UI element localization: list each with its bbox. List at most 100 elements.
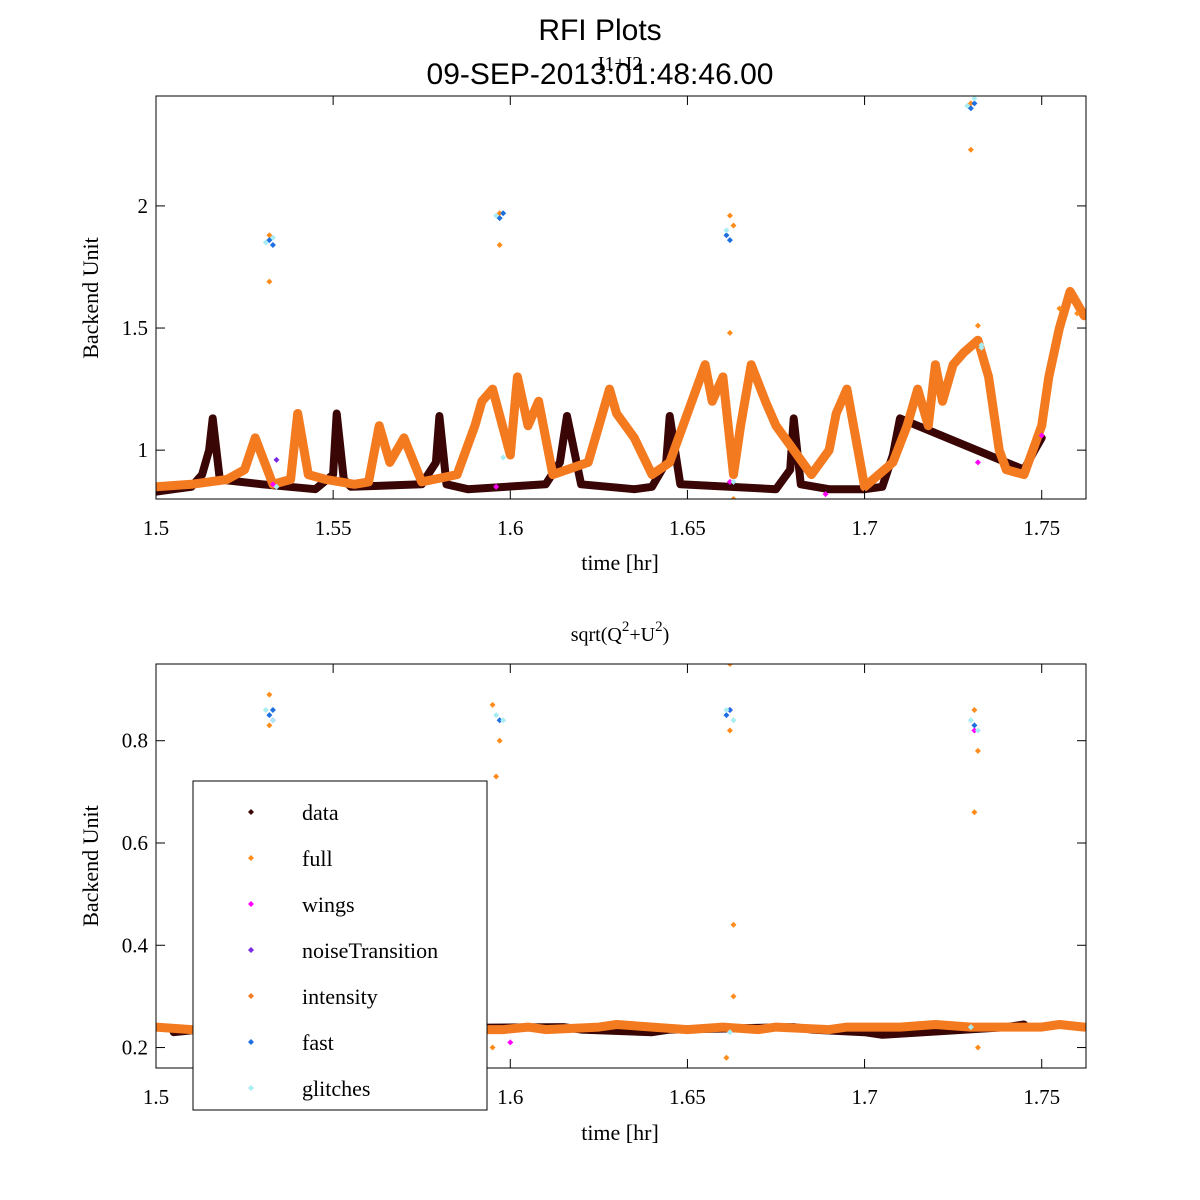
point-fast — [726, 707, 733, 714]
point-full — [1074, 310, 1081, 317]
point-intensity — [684, 410, 691, 417]
legend-box — [192, 780, 488, 1111]
point-full — [726, 212, 733, 219]
point-wings — [493, 483, 500, 490]
point-intensity — [684, 1026, 691, 1033]
series-fast — [266, 707, 978, 729]
point-data — [897, 415, 903, 422]
point-data — [879, 483, 886, 490]
point-intensity — [1067, 288, 1074, 295]
legend-entry: data — [248, 800, 339, 825]
point-glitches — [493, 212, 500, 219]
point-full — [489, 701, 496, 708]
bottom-title-part-b: +U — [629, 624, 655, 646]
ytick-label: 0.8 — [122, 729, 148, 753]
series-glitches — [262, 96, 985, 490]
point-full — [496, 737, 503, 744]
legend-label: glitches — [302, 1076, 370, 1101]
top-plot-area — [156, 96, 1086, 499]
point-intensity — [613, 1021, 620, 1028]
top-axes-frame — [155, 95, 1087, 500]
point-glitches — [500, 717, 507, 724]
point-wings — [726, 478, 733, 485]
point-wings — [1038, 432, 1045, 439]
point-intensity — [294, 410, 301, 417]
point-intensity — [188, 481, 195, 488]
series-intensity — [156, 286, 1086, 492]
point-intensity — [904, 422, 911, 429]
point-intensity — [471, 422, 478, 429]
legend-marker — [248, 1039, 254, 1045]
figure-title-line1: RFI Plots — [538, 14, 661, 47]
point-data — [206, 447, 213, 454]
point-fast — [496, 717, 503, 724]
point-intensity — [606, 386, 613, 393]
point-data — [790, 415, 797, 422]
point-intensity — [418, 478, 425, 485]
legend-marker — [248, 1085, 254, 1091]
point-full — [730, 993, 737, 1000]
point-intensity — [1081, 1024, 1086, 1031]
point-intensity — [489, 386, 496, 393]
point-glitches — [723, 227, 730, 234]
series-data — [156, 409, 1046, 496]
legend-marker — [248, 901, 254, 907]
point-intensity — [833, 410, 840, 417]
point-intensity — [1045, 373, 1052, 380]
legend-entry: intensity — [248, 984, 378, 1009]
point-glitches — [723, 707, 730, 714]
ytick-label: 2 — [138, 194, 149, 218]
legend-label: wings — [302, 892, 355, 917]
point-intensity — [156, 483, 159, 490]
xtick-label: 1.6 — [497, 516, 523, 540]
point-intensity — [939, 398, 946, 405]
legend-entry: full — [248, 846, 333, 871]
point-intensity — [351, 481, 358, 488]
point-full — [266, 278, 273, 285]
legend-label: full — [302, 846, 333, 871]
point-intensity — [730, 471, 737, 478]
point-data — [787, 466, 794, 473]
point-fast — [269, 241, 276, 248]
top-xlabel: time [hr] — [581, 550, 659, 575]
point-data — [578, 481, 585, 488]
point-intensity — [525, 1024, 531, 1031]
point-intensity — [719, 373, 726, 380]
point-intensity — [826, 447, 833, 454]
bottom-panel: sqrt(Q2+U2) 1.51.551.61.651.71.750.20.40… — [78, 619, 1087, 1145]
point-data — [797, 481, 804, 488]
point-full — [974, 747, 981, 754]
point-full — [971, 809, 978, 816]
point-intensity — [241, 466, 248, 473]
series-full — [266, 100, 1081, 499]
point-intensity — [861, 483, 868, 490]
legend-marker — [248, 855, 254, 861]
point-intensity — [323, 476, 330, 483]
series-glitches — [262, 707, 981, 1036]
point-data — [199, 471, 206, 478]
point-intensity — [996, 447, 1003, 454]
point-glitches — [500, 454, 507, 461]
point-intensity — [287, 476, 294, 483]
point-full — [493, 773, 500, 780]
point-intensity — [1021, 471, 1027, 478]
point-data — [209, 415, 216, 422]
point-full — [726, 329, 733, 336]
point-intensity — [950, 361, 957, 368]
xtick-label: 1.5 — [143, 516, 169, 540]
point-fast — [269, 707, 276, 714]
point-glitches — [262, 239, 269, 246]
point-intensity — [925, 422, 932, 429]
point-intensity — [631, 434, 638, 441]
legend-label: data — [302, 800, 339, 825]
bottom-title-sup-b: 2 — [655, 619, 663, 635]
point-fast — [971, 722, 978, 729]
point-fast — [723, 712, 730, 719]
series-full — [266, 664, 981, 1061]
point-data — [464, 486, 471, 493]
point-fast — [726, 237, 733, 244]
point-intensity — [843, 1024, 850, 1031]
top-panel: I1+I2 1.5 1.55 1.6 1.65 1.7 1.75 1 1.5 2 time [h… — [78, 53, 1087, 575]
